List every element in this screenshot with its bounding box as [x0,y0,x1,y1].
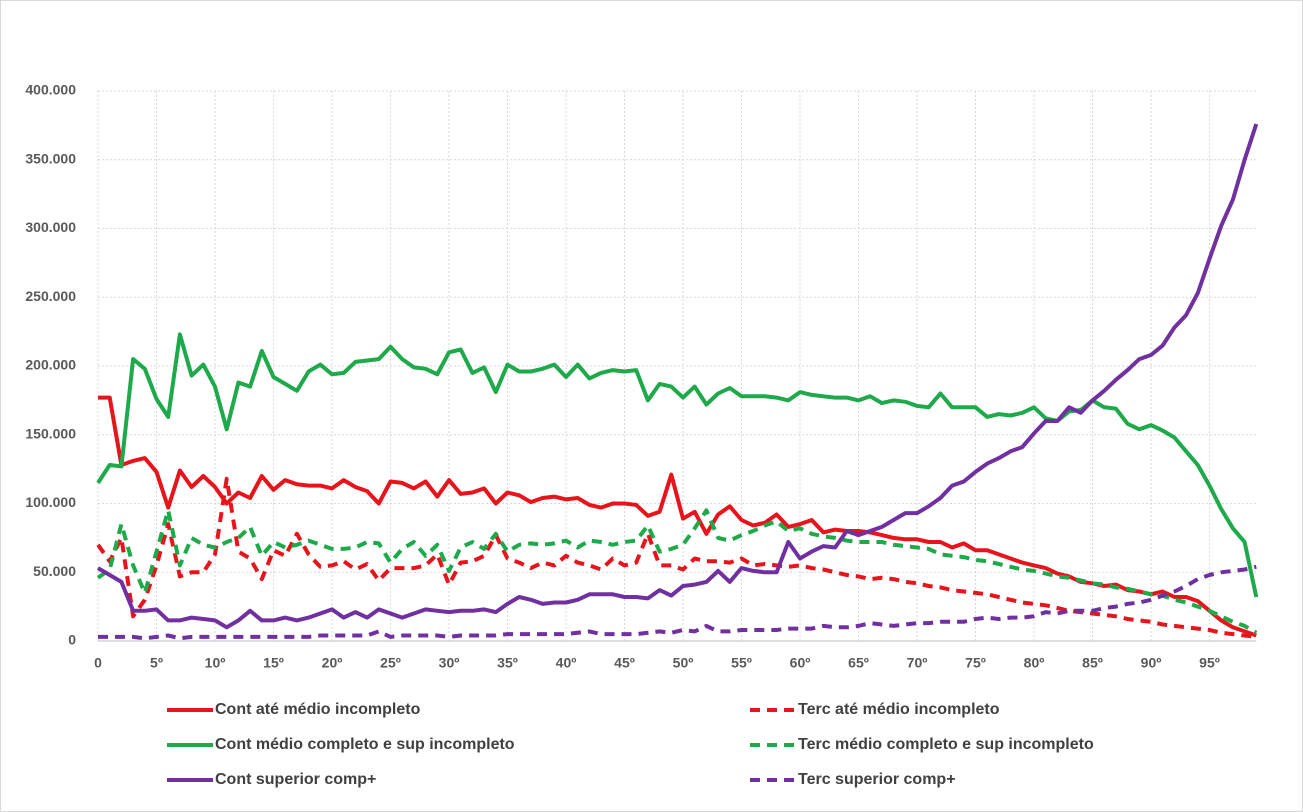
legend-label: Terc médio completo e sup incompleto [798,736,1094,753]
series-line [96,123,1259,630]
legend-label: Cont médio completo e sup incompleto [215,736,515,753]
x-tick-label: 20º [322,655,343,671]
y-tick-label: 50.000 [33,563,76,579]
x-tick-label: 10º [205,655,226,671]
legend-label: Terc superior comp+ [798,771,956,788]
y-tick-label: 200.000 [25,357,76,373]
x-tick-label: 35º [497,655,518,671]
x-tick-label: 0 [94,655,102,671]
x-tick-label: 15º [263,655,284,671]
y-tick-label: 300.000 [25,219,76,235]
legend-label: Terc até médio incompleto [798,701,1000,718]
y-tick-label: 150.000 [25,425,76,441]
x-tick-label: 25º [380,655,401,671]
series-line [98,564,1257,641]
x-tick-label: 50º [673,655,694,671]
x-tick-label: 70º [907,655,928,671]
x-tick-label: 85º [1082,655,1103,671]
x-tick-label: 5º [150,655,163,671]
x-tick-label: 55º [731,655,752,671]
x-tick-label: 65º [848,655,869,671]
x-tick-label: 80º [1024,655,1045,671]
x-tick-label: 75º [965,655,986,671]
y-tick-label: 0 [68,632,76,648]
x-tick-label: 30º [439,655,460,671]
x-tick-label: 90º [1141,655,1162,671]
y-tick-label: 350.000 [25,150,76,166]
y-tick-label: 100.000 [25,494,76,510]
y-tick-label: 400.000 [25,82,76,98]
series-line [98,395,1257,638]
y-tick-label: 250.000 [25,288,76,304]
x-tick-label: 45º [614,655,635,671]
x-tick-label: 95º [1199,655,1220,671]
series-line [96,508,1258,635]
x-tick-label: 40º [556,655,577,671]
series-line [96,476,1257,639]
legend-label: Cont até médio incompleto [215,701,421,718]
x-tick-label: 60º [790,655,811,671]
legend-label: Cont superior comp+ [215,771,376,788]
